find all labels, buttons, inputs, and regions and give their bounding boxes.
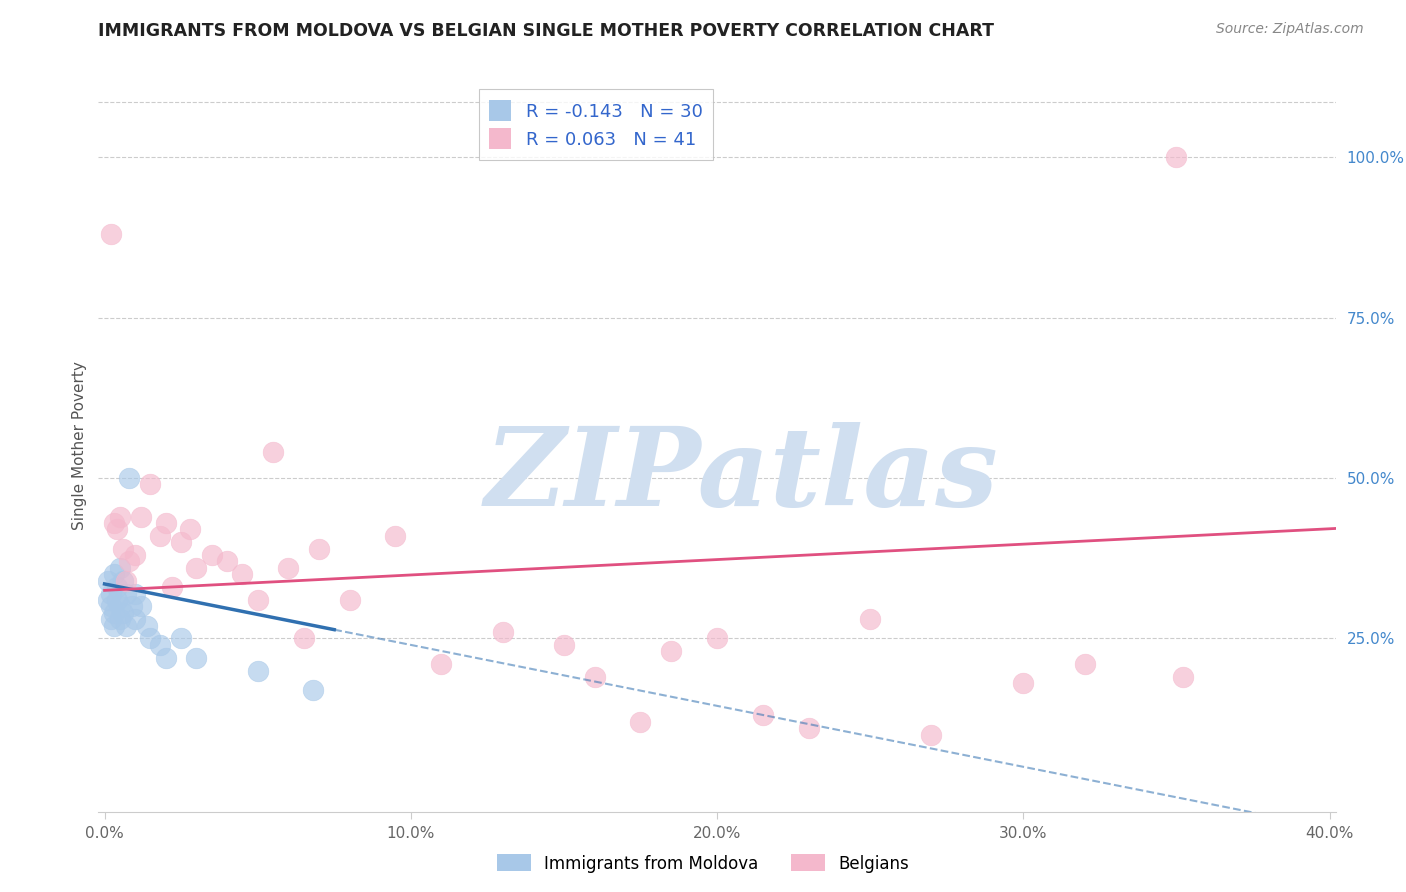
Point bbox=[111, 541, 134, 556]
Point bbox=[103, 516, 125, 530]
Point bbox=[215, 554, 238, 568]
Point bbox=[160, 580, 183, 594]
Point bbox=[105, 593, 128, 607]
Point bbox=[246, 664, 269, 678]
Point bbox=[155, 516, 177, 530]
Point bbox=[115, 618, 138, 632]
Point bbox=[124, 612, 146, 626]
Point bbox=[1166, 150, 1188, 164]
Legend: R = -0.143   N = 30, R = 0.063   N = 41: R = -0.143 N = 30, R = 0.063 N = 41 bbox=[478, 89, 713, 160]
Point bbox=[115, 586, 138, 600]
Point bbox=[108, 561, 131, 575]
Point bbox=[659, 644, 682, 658]
Point bbox=[100, 586, 122, 600]
Point bbox=[149, 529, 172, 543]
Point bbox=[118, 471, 141, 485]
Point bbox=[201, 548, 224, 562]
Point bbox=[553, 638, 575, 652]
Point bbox=[277, 561, 299, 575]
Text: ZIPatlas: ZIPatlas bbox=[485, 422, 998, 529]
Point bbox=[170, 535, 193, 549]
Point bbox=[186, 650, 208, 665]
Point bbox=[1012, 676, 1035, 690]
Point bbox=[583, 670, 606, 684]
Point bbox=[129, 599, 152, 614]
Point bbox=[115, 574, 138, 588]
Point bbox=[1171, 670, 1194, 684]
Point bbox=[136, 618, 159, 632]
Point bbox=[103, 618, 125, 632]
Point bbox=[103, 567, 125, 582]
Point bbox=[752, 708, 775, 723]
Point bbox=[262, 445, 284, 459]
Point bbox=[339, 593, 361, 607]
Point bbox=[97, 574, 120, 588]
Point bbox=[139, 477, 162, 491]
Point bbox=[231, 567, 253, 582]
Point bbox=[1073, 657, 1095, 672]
Point bbox=[246, 593, 269, 607]
Point bbox=[100, 599, 122, 614]
Point bbox=[630, 714, 652, 729]
Point bbox=[121, 599, 143, 614]
Point bbox=[186, 561, 208, 575]
Legend: Immigrants from Moldova, Belgians: Immigrants from Moldova, Belgians bbox=[491, 847, 915, 880]
Point bbox=[430, 657, 453, 672]
Point bbox=[308, 541, 330, 556]
Point bbox=[100, 612, 122, 626]
Point bbox=[155, 650, 177, 665]
Point bbox=[179, 523, 201, 537]
Point bbox=[301, 682, 323, 697]
Point bbox=[859, 612, 882, 626]
Point bbox=[124, 586, 146, 600]
Text: IMMIGRANTS FROM MOLDOVA VS BELGIAN SINGLE MOTHER POVERTY CORRELATION CHART: IMMIGRANTS FROM MOLDOVA VS BELGIAN SINGL… bbox=[98, 22, 994, 40]
Point bbox=[797, 721, 820, 735]
Point bbox=[108, 599, 131, 614]
Y-axis label: Single Mother Poverty: Single Mother Poverty bbox=[72, 361, 87, 531]
Point bbox=[139, 632, 162, 646]
Point bbox=[149, 638, 172, 652]
Point bbox=[492, 625, 515, 640]
Point bbox=[100, 227, 122, 242]
Point bbox=[124, 548, 146, 562]
Point bbox=[170, 632, 193, 646]
Point bbox=[292, 632, 315, 646]
Point bbox=[706, 632, 728, 646]
Point bbox=[129, 509, 152, 524]
Point bbox=[118, 554, 141, 568]
Point bbox=[920, 728, 942, 742]
Text: Source: ZipAtlas.com: Source: ZipAtlas.com bbox=[1216, 22, 1364, 37]
Point bbox=[97, 593, 120, 607]
Point bbox=[108, 612, 131, 626]
Point bbox=[111, 574, 134, 588]
Point bbox=[108, 509, 131, 524]
Point bbox=[111, 606, 134, 620]
Point bbox=[105, 523, 128, 537]
Point bbox=[384, 529, 406, 543]
Point bbox=[105, 580, 128, 594]
Point bbox=[103, 606, 125, 620]
